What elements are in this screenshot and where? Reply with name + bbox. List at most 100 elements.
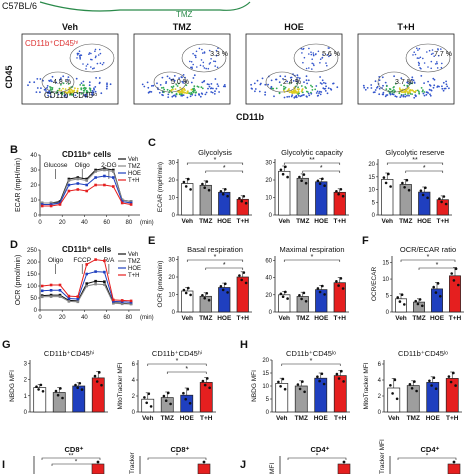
flow-event-dot xyxy=(389,93,392,96)
injection-label: FCCP xyxy=(73,257,91,264)
flow-event-dot xyxy=(316,90,319,93)
flow-event-dot xyxy=(189,93,192,95)
series-point xyxy=(67,183,71,187)
flow-event-dot xyxy=(404,95,407,98)
flow-event-dot xyxy=(101,63,104,66)
top-header: C57BL/6 TMZ xyxy=(2,1,251,19)
flow-event-dot xyxy=(310,84,312,87)
injection-label: Glucose xyxy=(44,162,68,169)
data-point xyxy=(339,188,343,191)
series-point xyxy=(76,297,80,301)
flow-event-dot xyxy=(319,82,322,84)
data-point xyxy=(167,391,170,395)
flow-event-dot xyxy=(91,90,94,92)
panel-d-ocr-trace: D CD11b⁺ cells 0 50 100 150 200 250 0 20 40 60 80 (mi… xyxy=(10,239,154,321)
flow-event-dot xyxy=(158,91,161,94)
injection-label: R/A xyxy=(103,257,115,264)
data-point xyxy=(80,388,84,391)
legend-label: Veh xyxy=(128,157,138,163)
flow-event-dot xyxy=(76,54,79,56)
flow-event-dot xyxy=(179,91,182,94)
flow-event-dot xyxy=(305,90,308,93)
flow-event-dot xyxy=(315,92,318,94)
flow-event-dot xyxy=(170,88,173,91)
series-point xyxy=(94,258,97,261)
flow-event-dot xyxy=(320,91,323,93)
flow-event-dot xyxy=(198,93,200,95)
data-point xyxy=(93,374,97,378)
y-tick-label: 60 xyxy=(265,258,272,264)
flow-event-dot xyxy=(162,86,165,89)
flow-event-dot xyxy=(416,47,418,49)
significance-bracket xyxy=(287,457,347,460)
y-tick-label: 0 xyxy=(172,213,176,219)
flow-event-dot xyxy=(60,77,62,79)
y-tick-label: 200 xyxy=(27,260,38,266)
flow-event-dot xyxy=(174,88,177,90)
flow-event-dot xyxy=(278,81,281,84)
lo-gate-percent: 2.4 % xyxy=(283,79,301,86)
trace-title: CD11b⁺ cells xyxy=(62,245,112,254)
flow-event-dot xyxy=(295,94,298,97)
data-point xyxy=(283,387,287,391)
significance-bracket xyxy=(41,457,101,460)
data-point xyxy=(401,181,404,185)
flow-event-dot xyxy=(391,89,394,92)
data-point xyxy=(323,184,326,187)
flow-event-dot xyxy=(409,82,412,84)
flow-event-dot xyxy=(303,81,305,83)
flow-event-dot xyxy=(211,91,214,94)
data-point xyxy=(74,383,77,387)
data-point xyxy=(335,372,339,376)
series-point xyxy=(103,168,106,172)
flow-event-dot xyxy=(392,86,395,89)
data-point xyxy=(201,294,204,297)
flow-event-dot xyxy=(305,75,308,78)
flow-event-dot xyxy=(162,91,165,94)
flow-event-dot xyxy=(79,57,81,59)
flow-event-dot xyxy=(88,81,91,84)
flow-event-dot xyxy=(296,74,299,77)
flow-event-dot xyxy=(189,95,192,98)
flow-event-dot xyxy=(312,63,315,65)
significance-bracket xyxy=(186,259,244,262)
flow-event-dot xyxy=(378,79,381,82)
bar-category-label: Veh xyxy=(381,218,393,225)
partial-y-label: Tracker MFI xyxy=(379,439,386,474)
series-point xyxy=(49,283,53,287)
bar-T+H xyxy=(445,378,459,413)
y-tick-label: 50 xyxy=(30,296,37,302)
flow-event-dot xyxy=(189,60,191,63)
flow-event-dot xyxy=(362,84,365,87)
flow-event-dot xyxy=(434,63,437,65)
flow-event-dot xyxy=(57,93,60,96)
y-tick-label: 20 xyxy=(168,275,175,281)
flow-event-dot xyxy=(316,95,319,97)
bar-chart-title: CD11b⁺CD45ˡᵒ xyxy=(398,349,448,358)
flow-event-dot xyxy=(224,85,227,88)
data-point xyxy=(300,179,303,182)
y-tick-label: 10 xyxy=(382,277,389,283)
flow-event-dot xyxy=(393,75,395,78)
flow-event-dot xyxy=(314,88,317,91)
bar-chart-title: Glycolysis xyxy=(198,148,232,157)
panel-b-ecar-trace: B CD11b⁺ cells 0 10 20 30 40 0 20 40 60 80 (min) ECAR… xyxy=(10,144,154,226)
flow-group-title: T+H xyxy=(397,22,414,32)
series-point xyxy=(49,295,53,298)
flow-event-dot xyxy=(418,57,420,59)
flow-event-dot xyxy=(50,86,52,89)
series-point xyxy=(94,270,97,273)
flow-event-dot xyxy=(94,48,97,51)
flow-event-dot xyxy=(210,83,213,85)
flow-event-dot xyxy=(324,87,327,90)
flow-event-dot xyxy=(440,66,443,69)
data-point xyxy=(389,185,392,188)
series-point xyxy=(85,183,88,187)
significance-mark: * xyxy=(310,358,313,365)
bar-category-label: TMZ xyxy=(295,415,308,422)
data-point xyxy=(281,172,285,176)
flow-event-dot xyxy=(408,91,411,93)
data-point xyxy=(202,460,206,464)
bar-HOE xyxy=(315,289,328,313)
flow-event-dot xyxy=(293,91,295,93)
